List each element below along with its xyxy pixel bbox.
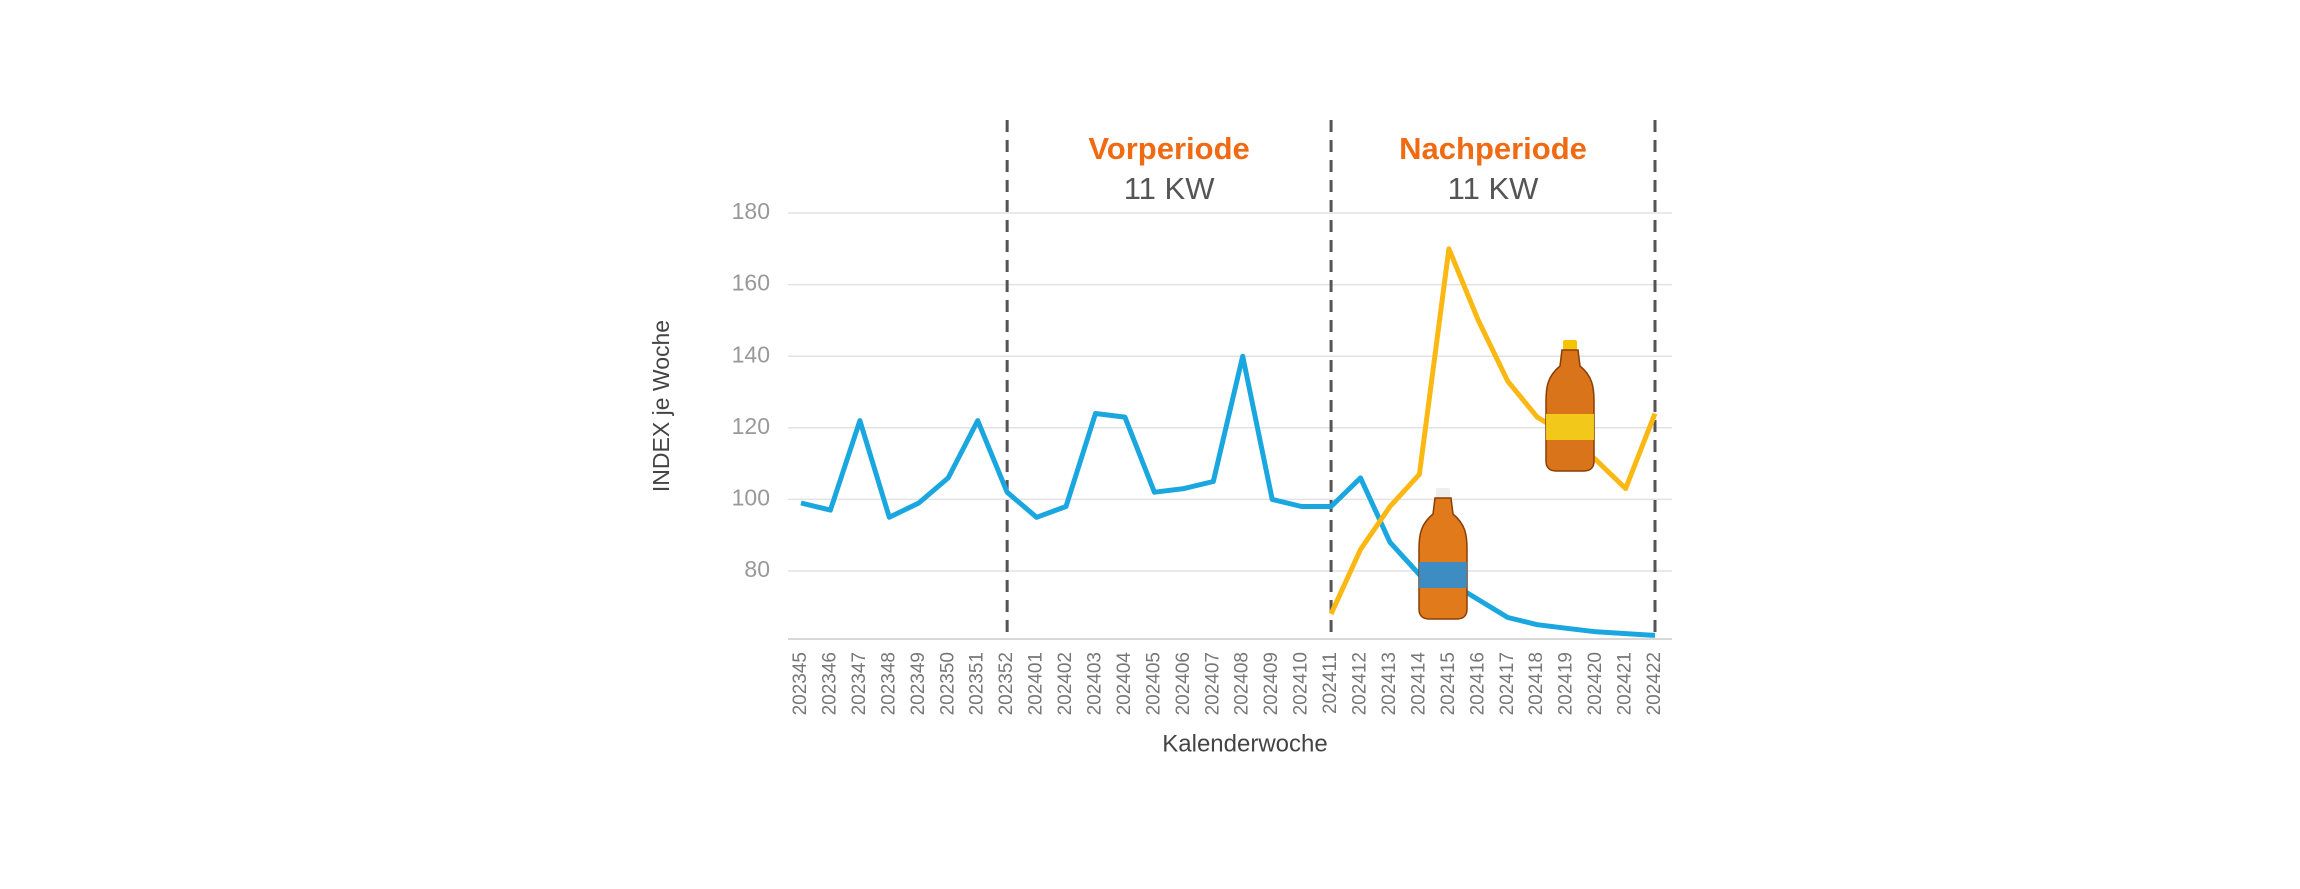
x-tick-label: 202421 [1615,652,1636,715]
x-tick-label: 202416 [1467,652,1488,715]
bottle-label [1546,414,1594,440]
x-tick-label: 202349 [908,652,929,715]
y-tick-label: 180 [732,198,770,224]
x-tick-label: 202409 [1261,652,1282,715]
bottle-label [1419,562,1467,588]
x-tick-label: 202352 [996,652,1017,715]
x-tick-label: 202418 [1526,652,1547,715]
x-tick-label: 202345 [790,652,811,715]
x-tick-label: 202412 [1350,652,1371,715]
y-tick-label: 100 [732,484,770,510]
period-title: Nachperiode [1399,131,1587,166]
x-tick-label: 202350 [937,652,958,715]
bottle-cap [1563,340,1577,350]
y-axis-title: INDEX je Woche [648,320,674,492]
series-line [1328,246,1658,615]
x-tick-label: 202346 [819,652,840,715]
x-tick-label: 202406 [1173,652,1194,715]
series-line [800,353,1656,638]
y-tick-label: 160 [732,270,770,296]
bottle-yellow [1545,340,1595,472]
bottle-cap [1436,488,1450,498]
x-tick-label: 202404 [1114,652,1135,716]
x-tick-label: 202347 [849,652,870,715]
x-tick-label: 202415 [1438,652,1459,715]
period-title: Vorperiode [1088,131,1249,166]
period-subtitle: 11 KW [1124,171,1215,206]
x-tick-label: 202420 [1585,652,1606,715]
x-tick-label: 202419 [1556,652,1577,715]
x-tick-label: 202413 [1379,652,1400,715]
bottle-blue [1418,488,1468,620]
x-tick-label: 202401 [1026,652,1047,715]
x-tick-label: 202405 [1143,652,1164,715]
x-tick-label: 202417 [1497,652,1518,715]
x-tick-label: 202411 [1320,652,1341,714]
period-subtitle: 11 KW [1448,171,1539,206]
y-tick-label: 140 [732,341,770,367]
x-tick-label: 202403 [1084,652,1105,715]
x-tick-label: 202414 [1408,652,1429,716]
x-tick-label: 202351 [967,652,988,715]
x-tick-label: 202410 [1291,652,1312,715]
x-tick-label: 202408 [1232,652,1253,715]
x-tick-label: 202407 [1202,652,1223,715]
x-tick-label: 202422 [1644,652,1665,715]
x-tick-label: 202348 [878,652,899,715]
y-tick-label: 80 [744,556,770,582]
x-axis-title: Kalenderwoche [1162,730,1327,757]
bottle-body [1418,497,1468,620]
y-tick-label: 120 [732,413,770,439]
x-tick-label: 202402 [1055,652,1076,715]
bottle-body [1545,349,1595,472]
